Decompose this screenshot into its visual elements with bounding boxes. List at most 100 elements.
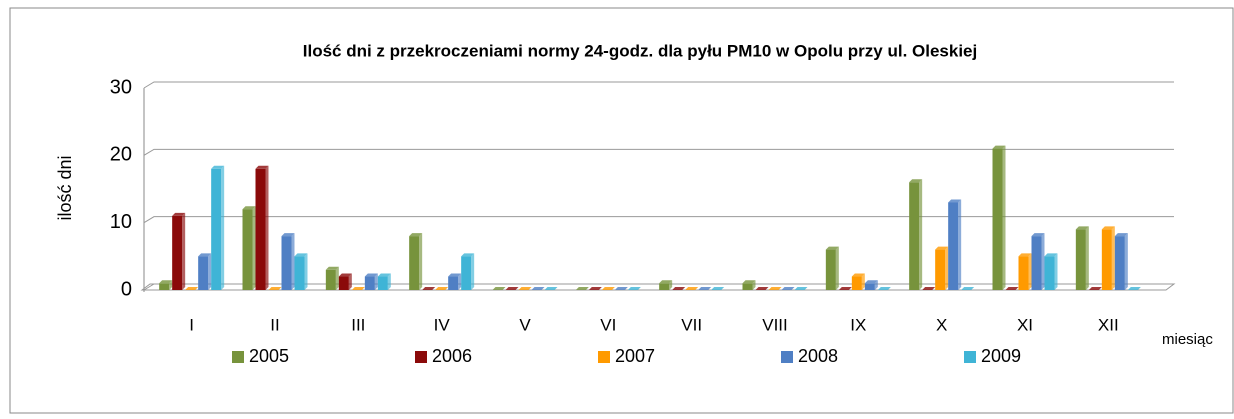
bar-face <box>471 253 475 290</box>
bar-face <box>387 273 391 290</box>
bar-face <box>544 287 558 290</box>
bar <box>518 287 532 290</box>
bar-face <box>242 206 256 210</box>
x-axis-label: miesiąc <box>1162 331 1213 348</box>
bar-face <box>1124 233 1128 290</box>
bar <box>544 287 558 290</box>
chart-title: Ilość dni z przekroczeniami normy 24-god… <box>303 41 978 60</box>
bar <box>781 287 795 290</box>
bar-face <box>1075 229 1086 290</box>
bar <box>877 287 891 290</box>
legend-label: 2007 <box>615 346 655 366</box>
bar-face <box>659 280 673 284</box>
bar-face <box>1101 226 1115 230</box>
bar <box>422 287 436 290</box>
bar-face <box>877 287 891 290</box>
bar-face <box>1044 256 1055 290</box>
bar-face <box>958 199 962 290</box>
bar-face <box>1018 253 1032 257</box>
bar-face <box>294 253 308 257</box>
bar <box>211 165 225 290</box>
bar <box>1114 233 1128 290</box>
bar-face <box>351 287 365 290</box>
legend-swatch <box>781 351 793 363</box>
bar-face <box>1075 226 1089 230</box>
legend-swatch <box>964 351 976 363</box>
bar-face <box>794 287 808 290</box>
bar-face <box>268 287 282 290</box>
bar-face <box>1018 256 1029 290</box>
bar-face <box>672 287 686 290</box>
bar-face <box>211 168 222 290</box>
bar-face <box>1114 233 1128 237</box>
bar <box>1101 226 1115 290</box>
bar-face <box>338 276 349 290</box>
bar <box>294 253 308 290</box>
bar-face <box>588 287 602 290</box>
bar-face <box>409 233 423 237</box>
x-tick-label: X <box>936 315 947 334</box>
bar <box>1031 233 1045 290</box>
bar-face <box>1044 253 1058 257</box>
bar-face <box>992 148 1003 290</box>
bar-face <box>961 287 975 290</box>
bar-face <box>182 212 186 290</box>
bar-face <box>169 280 173 290</box>
bar-face <box>768 287 782 290</box>
bar-face <box>198 253 212 257</box>
x-tick-label: IX <box>850 315 866 334</box>
bar-face <box>948 199 962 203</box>
bar-face <box>711 287 725 290</box>
bar-face <box>825 246 839 250</box>
bar-face <box>575 287 589 290</box>
bar-face <box>909 179 923 183</box>
bar-face <box>861 273 865 290</box>
grid-line <box>143 81 1174 89</box>
bar-face <box>1085 226 1089 290</box>
bar <box>448 273 462 290</box>
bar-face <box>518 287 532 290</box>
bar-face <box>291 233 295 290</box>
bar <box>268 287 282 290</box>
bar-face <box>992 145 1006 149</box>
bar <box>698 287 712 290</box>
bar <box>198 253 212 290</box>
bar <box>435 287 449 290</box>
bar <box>1075 226 1089 290</box>
bar-face <box>492 287 506 290</box>
x-tick-label: VII <box>681 315 702 334</box>
bar <box>1088 287 1102 290</box>
bar-face <box>835 246 839 290</box>
bar <box>409 233 423 290</box>
bar <box>961 287 975 290</box>
bar-face <box>1111 226 1115 290</box>
bar-face <box>851 276 862 290</box>
y-axis-label: ilość dni <box>55 155 75 220</box>
bar-face <box>172 215 183 290</box>
bar-face <box>325 266 339 270</box>
bar-face <box>909 182 920 290</box>
bar <box>672 287 686 290</box>
bar-face <box>172 212 186 216</box>
bar-face <box>1002 145 1006 290</box>
bar-face <box>335 266 339 290</box>
y-tick-label: 0 <box>121 278 132 300</box>
bar-face <box>531 287 545 290</box>
bar <box>531 287 545 290</box>
bar <box>185 287 199 290</box>
bar <box>159 280 173 290</box>
x-tick-label: VI <box>600 315 616 334</box>
bar <box>172 212 186 290</box>
bar <box>492 287 506 290</box>
bar-face <box>948 202 959 290</box>
bar-face <box>752 280 756 290</box>
bar-face <box>659 283 670 290</box>
y-tick-label: 30 <box>110 76 132 98</box>
bar-face <box>221 165 225 290</box>
bar-face <box>505 287 519 290</box>
bar-face <box>781 287 795 290</box>
bar <box>377 273 391 290</box>
bar-face <box>348 273 352 290</box>
bar <box>659 280 673 290</box>
